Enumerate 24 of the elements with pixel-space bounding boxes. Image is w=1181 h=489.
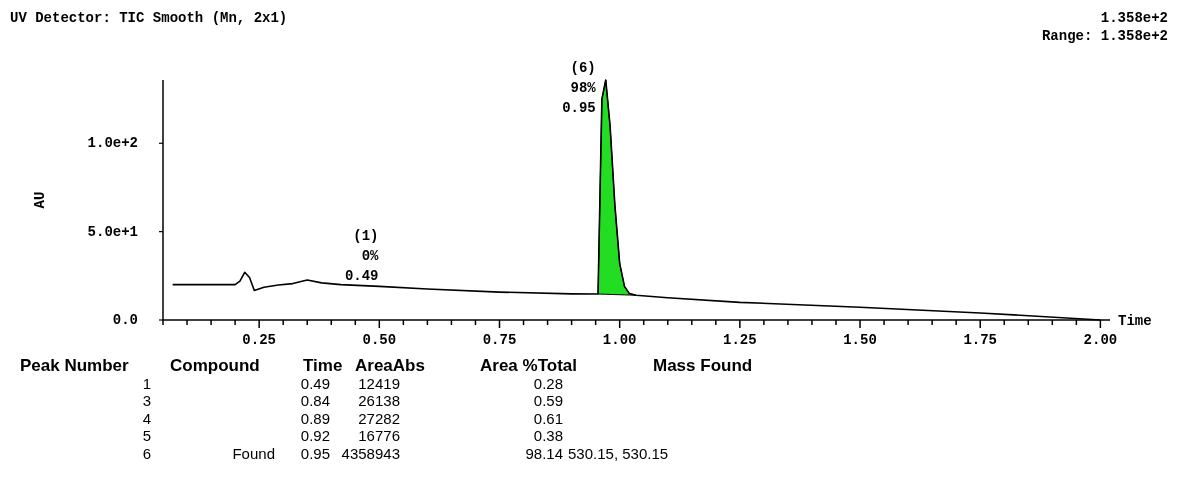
x-tick-label: 1.25 <box>723 332 757 348</box>
annotation: (1) 0% 0.49 <box>344 228 380 285</box>
y-tick-label: 1.0e+2 <box>87 135 138 152</box>
text: Range: 1.358e+2 <box>1041 28 1168 44</box>
x-tick-label: 0.25 <box>242 332 276 348</box>
x-tick-label: 1.50 <box>843 332 877 348</box>
y-tick-label: 0.0 <box>112 312 138 328</box>
text: Peak Number Compound Time AreaAbs Area %Total Mass Found <box>20 356 753 375</box>
y-axis-title: AU <box>32 191 48 209</box>
x-tick-label: 1.00 <box>602 332 637 348</box>
x-axis-title: Time <box>1118 313 1152 329</box>
text: 6 Found 0.95 4358943 98.14 530.15, 530.15 <box>142 445 669 462</box>
x-tick-label: 2.00 <box>1083 332 1118 348</box>
x-tick-label: 1.75 <box>963 332 998 348</box>
text: 5 0.92 16776 0.38 <box>142 427 563 445</box>
annotation: (6) 98% 0.95 <box>562 60 597 116</box>
chart-title: UV Detector: TIC Smooth (Mn, 2x1) <box>10 10 288 26</box>
text: 4 0.89 27282 0.61 <box>142 409 563 427</box>
x-tick-label: 0.50 <box>362 332 397 348</box>
x-tick-label: 0.75 <box>482 332 517 348</box>
text: 1 0.49 12419 0.28 <box>142 374 563 392</box>
y-tick-label: 5.0e+1 <box>87 223 138 240</box>
text: 1.358e+2 <box>1100 10 1168 26</box>
text: 3 0.84 26138 0.59 <box>142 392 563 410</box>
